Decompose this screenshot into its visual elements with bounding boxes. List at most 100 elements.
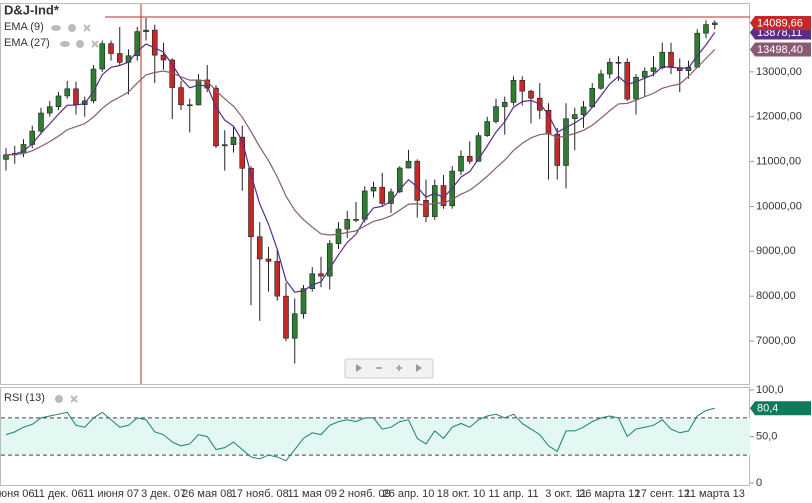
gear-icon[interactable] [76,40,84,48]
candle-body [624,61,631,100]
price-tag [750,15,811,30]
candle-body [414,160,421,201]
candle-body [353,219,359,221]
candle-body [116,53,123,63]
candle-body [484,121,491,136]
candle-body [160,54,167,61]
candle-body [580,106,587,115]
x-tick-label: 26 марта 12 [579,488,640,500]
candle-body [274,261,281,297]
candle-body [519,80,526,92]
candle-body [431,185,438,217]
candle-body [466,155,473,162]
candle-body [186,104,193,107]
gear-icon[interactable] [68,24,76,32]
candle-body [134,31,141,57]
candle-body [641,71,648,78]
y-tick-label: 8000,00 [756,290,796,302]
x-tick-label: 19 июня 06 [0,488,35,500]
scroll-left-button[interactable] [356,364,362,372]
y-tick-label: 0 [756,477,762,489]
scroll-right-button[interactable] [416,364,422,372]
candle-body [309,273,316,289]
candle-body [326,243,333,277]
candle-body [291,313,298,339]
candle-body [248,167,254,238]
x-tick-label: 17 нояб. 08 [231,488,289,500]
x-tick-label: 11 июня 07 [83,488,139,500]
gear-icon[interactable] [55,395,63,403]
candle-body [213,87,219,147]
legend-entry: EMA (27) [4,37,50,49]
candle-body [528,90,534,99]
candle-body [64,88,71,97]
candle-body [143,29,149,32]
x-tick-label: 3 окт. 11 [545,488,587,500]
ema-line [5,32,716,293]
x-tick-label: 26 апр. 10 [383,488,435,500]
candle-body [335,228,342,244]
candle-body [606,62,613,75]
x-tick-label: 2 нояб. 09 [339,488,391,500]
candle-body [650,67,657,72]
candle-body [300,288,307,315]
candle-body [178,87,184,106]
plot-layer: 7000,00 8000,00 9000,00 10000,00 11000,00 120… [0,15,811,500]
candle-body [659,51,666,69]
candle-body [501,102,508,107]
price-tag-label: 80,4 [757,403,778,415]
candle-body [458,155,464,172]
price-panel [0,3,750,385]
x-tick-label: 11 дек. 06 [33,488,83,500]
zoom-in-button[interactable] [396,365,402,371]
candle-body [344,219,351,230]
candle-body [668,51,674,68]
candle-body [195,79,202,106]
panel-title: RSI (13) [4,392,45,404]
x-tick-label: 3 дек. 07 [141,488,186,500]
candle-body [370,186,377,192]
candle-body [396,167,403,193]
eye-icon[interactable] [51,25,61,31]
candle-body [46,106,53,114]
y-tick-label: 100,0 [756,384,784,396]
candle-body [711,22,718,25]
candle-body [493,106,499,122]
candle-body [633,76,639,100]
candle-body [694,32,701,68]
candle-body [256,236,263,260]
navigation [344,358,434,379]
candle-body [221,144,228,147]
candle-body [571,114,578,120]
close-icon[interactable] [70,395,78,403]
y-tick-label: 7000,00 [756,335,796,347]
candle-body [510,80,517,103]
close-icon[interactable] [91,40,99,48]
candle-body [108,43,114,54]
y-tick-label: 9000,00 [756,245,796,257]
band-fill [1,417,750,456]
candle-body [230,136,237,145]
ema-line [5,49,716,236]
nav-bar [344,358,434,379]
candle-body [676,67,683,71]
candle-body [405,160,412,169]
rsi-line [5,407,715,462]
candle-body [151,29,158,56]
x-tick-label: 26 мая 08 [182,488,232,500]
candle-body [475,135,482,162]
candle-body [598,73,604,89]
close-icon[interactable] [83,24,91,32]
candle-body [73,88,79,105]
x-tick-label: 11 марта 13 [685,488,745,500]
y-tick-label: 11000,00 [756,155,801,167]
y-tick-label: 50,0 [756,430,777,442]
eye-icon[interactable] [60,41,70,47]
y-tick-label: 12000,00 [756,111,802,123]
candle-body [615,61,622,64]
legend-entry: EMA (9) [4,21,44,33]
candle-body [554,133,561,166]
candle-body [379,186,386,204]
candle-body [318,273,324,277]
